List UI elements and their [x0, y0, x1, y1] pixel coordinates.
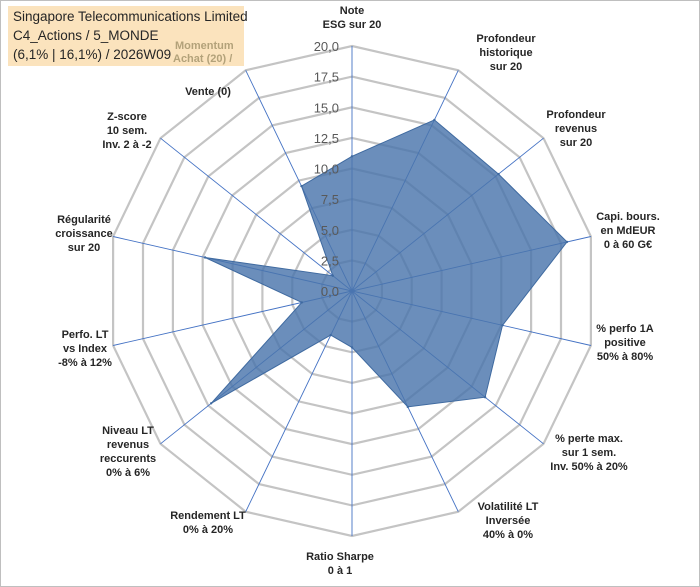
axis-label: Régularité: [57, 214, 111, 226]
tick-label: 12,5: [314, 131, 339, 146]
data-point: [350, 155, 354, 158]
axis-label: 0% à 20%: [183, 524, 233, 536]
data-point: [483, 396, 487, 399]
axis-label: Perfo. LT: [62, 329, 109, 341]
axis-spoke: [160, 137, 353, 292]
axis-label: Inv. 50% à 20%: [550, 461, 628, 473]
axis-label: -8% à 12%: [58, 357, 112, 369]
axis-label: Ratio Sharpe: [306, 551, 374, 563]
data-point: [331, 274, 334, 277]
data-point: [203, 256, 207, 259]
axis-label: % perte max.: [555, 433, 623, 445]
axis-label: Z-score: [107, 111, 147, 123]
data-point: [329, 333, 332, 337]
axis-label: historique: [479, 47, 532, 59]
tick-label: 10,0: [314, 162, 339, 177]
tick-label: 15,0: [314, 100, 339, 115]
axis-label: reccurents: [100, 453, 156, 465]
axis-label: 50% à 80%: [597, 351, 653, 363]
axis-label: 10 sem.: [107, 125, 147, 137]
title-box: [8, 6, 244, 66]
data-point: [300, 301, 303, 304]
momentum-label-line1: Momentum: [175, 40, 234, 52]
data-point: [565, 240, 569, 244]
axis-label: positive: [604, 337, 646, 349]
axis-label: sur 20: [490, 61, 522, 73]
tick-label: 17,5: [314, 70, 339, 85]
data-point: [350, 346, 354, 349]
axis-label: Capi. bours.: [596, 211, 660, 223]
axis-label: 0 à 60 G€: [604, 239, 652, 251]
radar-axis-labels: Note ESG sur 20 Profondeur historique sur 20…: [55, 5, 660, 577]
data-point: [433, 118, 436, 122]
axis-label: 0% à 6%: [106, 467, 150, 479]
tick-label: 20,0: [314, 39, 339, 54]
axis-label: sur 20: [68, 242, 100, 254]
axis-label: Niveau LT: [102, 425, 154, 437]
radar-tick-labels: 0,0 2,5 5,0 7,5 10,0 12,5 15,0 17,5 20,0: [314, 39, 339, 299]
tick-label: 0,0: [321, 284, 339, 299]
axis-label: en MdEUR: [601, 225, 656, 237]
axis-label: Vente (0): [185, 86, 231, 98]
radar-series: [203, 118, 569, 409]
chart-title-company: Singapore Telecommunications Limited: [13, 9, 248, 24]
data-point: [300, 184, 303, 188]
momentum-label-line2: Achat (20) /: [173, 53, 233, 65]
axis-label: ESG sur 20: [323, 19, 382, 31]
tick-label: 2,5: [321, 253, 339, 268]
chart-title-portfolio: C4_Actions / 5_MONDE: [13, 28, 159, 43]
axis-label: revenus: [107, 439, 149, 451]
axis-label: Profondeur: [546, 109, 606, 121]
axis-label: revenus: [555, 123, 597, 135]
data-point: [501, 324, 504, 327]
axis-label: 0 à 1: [328, 565, 352, 577]
axis-label: Volatilité LT: [478, 501, 539, 513]
data-point: [497, 172, 500, 176]
axis-label: Note: [340, 5, 364, 17]
axis-label: Inv. 2 à -2: [102, 139, 151, 151]
tick-label: 7,5: [321, 192, 339, 207]
axis-label: sur 1 sem.: [562, 447, 616, 459]
axis-label: Profondeur: [476, 33, 536, 45]
axis-label: 40% à 0%: [483, 529, 533, 541]
axis-label: sur 20: [560, 137, 592, 149]
data-point: [406, 405, 409, 409]
data-point: [210, 402, 213, 405]
axis-label: croissance: [55, 228, 112, 240]
axis-label: vs Index: [63, 343, 108, 355]
axis-label: Rendement LT: [170, 510, 246, 522]
axis-label: % perfo 1A: [596, 323, 654, 335]
tick-label: 5,0: [321, 223, 339, 238]
axis-label: Inversée: [486, 515, 531, 527]
chart-title-performance: (6,1% | 16,1%) / 2026W09: [13, 47, 172, 62]
